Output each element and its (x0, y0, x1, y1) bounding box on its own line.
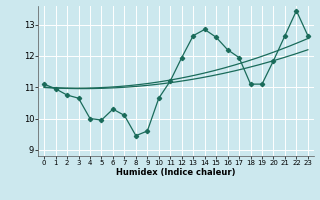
X-axis label: Humidex (Indice chaleur): Humidex (Indice chaleur) (116, 168, 236, 177)
